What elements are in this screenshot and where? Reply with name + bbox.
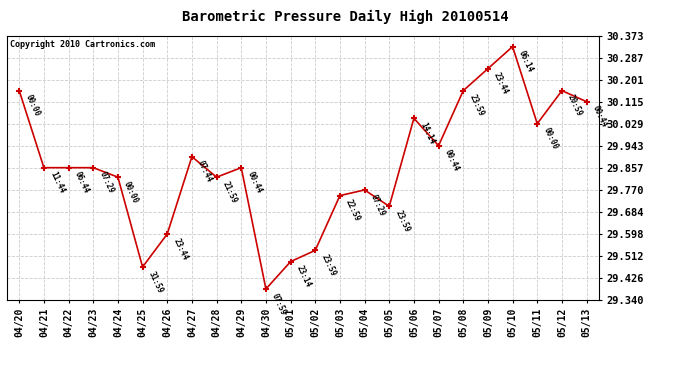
Text: 06:44: 06:44 xyxy=(72,171,90,195)
Text: 00:44: 00:44 xyxy=(591,104,609,129)
Text: 23:44: 23:44 xyxy=(492,71,510,96)
Text: 00:44: 00:44 xyxy=(246,171,264,195)
Text: 23:59: 23:59 xyxy=(319,253,337,278)
Text: 23:59: 23:59 xyxy=(393,209,411,234)
Text: 07:44: 07:44 xyxy=(196,159,214,184)
Text: 00:00: 00:00 xyxy=(542,126,560,151)
Text: Copyright 2010 Cartronics.com: Copyright 2010 Cartronics.com xyxy=(10,40,155,49)
Text: 22:59: 22:59 xyxy=(344,198,362,223)
Text: 07:59: 07:59 xyxy=(270,292,288,316)
Text: 23:44: 23:44 xyxy=(171,237,189,261)
Text: 06:14: 06:14 xyxy=(517,50,535,74)
Text: 00:00: 00:00 xyxy=(23,93,41,118)
Text: 00:44: 00:44 xyxy=(443,148,461,173)
Text: 07:29: 07:29 xyxy=(97,171,115,195)
Text: 23:59: 23:59 xyxy=(467,93,485,118)
Text: 21:59: 21:59 xyxy=(221,180,239,205)
Text: 11:44: 11:44 xyxy=(48,171,66,195)
Text: 00:00: 00:00 xyxy=(122,180,140,205)
Text: Barometric Pressure Daily High 20100514: Barometric Pressure Daily High 20100514 xyxy=(181,9,509,24)
Text: 20:59: 20:59 xyxy=(566,93,584,118)
Text: 07:29: 07:29 xyxy=(368,193,386,217)
Text: 14:14: 14:14 xyxy=(418,121,436,146)
Text: 31:59: 31:59 xyxy=(147,270,165,294)
Text: 23:14: 23:14 xyxy=(295,264,313,289)
